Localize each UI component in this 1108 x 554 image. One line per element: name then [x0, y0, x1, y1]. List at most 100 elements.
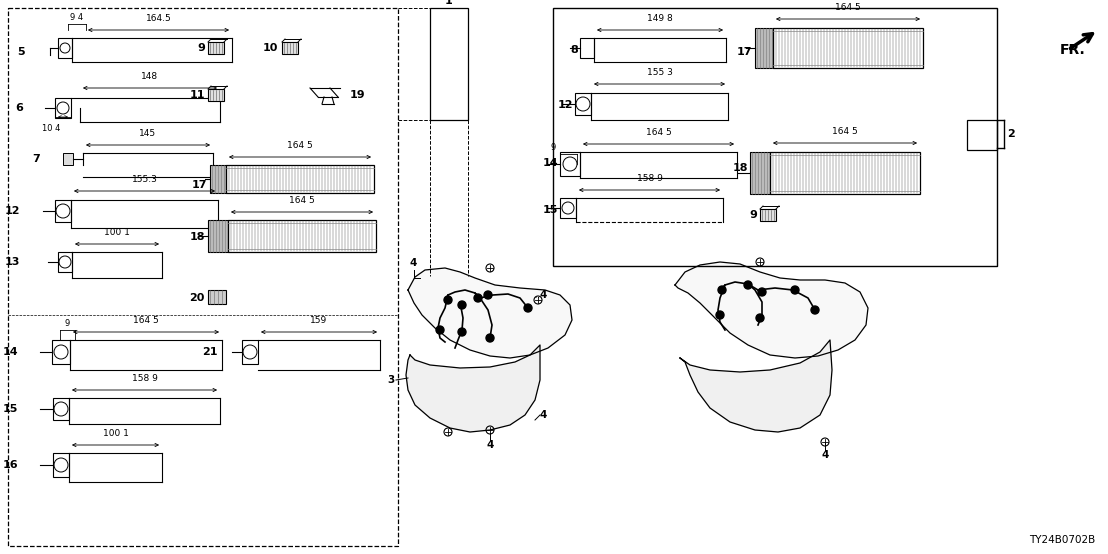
Bar — [55, 200, 71, 222]
Text: 9: 9 — [749, 210, 757, 220]
Text: 17: 17 — [192, 180, 207, 190]
Text: 2: 2 — [1007, 129, 1015, 139]
Bar — [750, 152, 770, 194]
Text: 164 5: 164 5 — [835, 3, 861, 12]
Bar — [58, 252, 72, 272]
Text: 17: 17 — [737, 47, 752, 57]
Bar — [53, 398, 69, 420]
Text: 164 5: 164 5 — [832, 127, 858, 136]
Text: 4: 4 — [486, 440, 494, 450]
Circle shape — [458, 328, 466, 336]
Bar — [211, 165, 226, 193]
Text: 9: 9 — [64, 319, 70, 328]
Text: 145: 145 — [140, 129, 156, 138]
Text: 18: 18 — [189, 232, 205, 242]
Text: TY24B0702B: TY24B0702B — [1028, 535, 1095, 545]
Bar — [967, 120, 997, 150]
Text: 159: 159 — [310, 316, 328, 325]
Polygon shape — [408, 268, 572, 358]
Text: 12: 12 — [4, 206, 20, 216]
Bar — [226, 165, 375, 193]
Text: 158 9: 158 9 — [637, 174, 663, 183]
Bar — [560, 198, 576, 218]
Bar — [208, 220, 228, 252]
Text: 149 8: 149 8 — [647, 14, 673, 23]
Bar — [55, 98, 71, 118]
Text: 1: 1 — [445, 0, 453, 6]
Bar — [773, 28, 923, 68]
Circle shape — [811, 306, 819, 314]
Text: 5: 5 — [18, 47, 25, 57]
Text: 4: 4 — [821, 450, 829, 460]
Bar — [228, 220, 376, 252]
Circle shape — [458, 301, 466, 309]
Circle shape — [484, 291, 492, 299]
Text: 7: 7 — [32, 154, 40, 164]
Bar — [575, 93, 591, 115]
Bar — [553, 8, 997, 266]
Text: 6: 6 — [16, 103, 23, 113]
Text: 155 3: 155 3 — [647, 68, 673, 77]
Text: 15: 15 — [2, 404, 18, 414]
Circle shape — [437, 326, 444, 334]
Text: 164 5: 164 5 — [287, 141, 312, 150]
Circle shape — [758, 288, 766, 296]
Text: 100 1: 100 1 — [104, 228, 130, 237]
Text: 9 4: 9 4 — [71, 13, 83, 22]
Bar — [208, 42, 224, 54]
Bar — [53, 453, 69, 477]
Bar — [58, 38, 72, 58]
Circle shape — [791, 286, 799, 294]
Polygon shape — [680, 340, 832, 432]
Circle shape — [486, 334, 494, 342]
Circle shape — [444, 296, 452, 304]
Circle shape — [743, 281, 752, 289]
Text: 4: 4 — [409, 258, 417, 268]
Text: 148: 148 — [142, 72, 158, 81]
Polygon shape — [406, 345, 540, 432]
Text: 3: 3 — [388, 375, 394, 385]
Text: 100 1: 100 1 — [103, 429, 129, 438]
Text: 155.3: 155.3 — [132, 175, 157, 184]
Text: 10: 10 — [263, 43, 278, 53]
Bar — [755, 28, 773, 68]
Text: 164.5: 164.5 — [145, 14, 172, 23]
Text: 21: 21 — [203, 347, 218, 357]
Bar — [52, 340, 70, 364]
Text: 20: 20 — [189, 293, 205, 303]
Text: 18: 18 — [732, 163, 748, 173]
Bar — [579, 38, 594, 58]
Text: 158 9: 158 9 — [132, 374, 157, 383]
Bar — [770, 152, 920, 194]
Bar — [242, 340, 258, 364]
Bar — [430, 8, 468, 120]
Circle shape — [756, 314, 765, 322]
Bar — [63, 153, 73, 165]
Text: 14: 14 — [2, 347, 18, 357]
Circle shape — [474, 294, 482, 302]
Text: 13: 13 — [4, 257, 20, 267]
Text: 12: 12 — [557, 100, 573, 110]
Text: 4: 4 — [540, 410, 547, 420]
Circle shape — [718, 286, 726, 294]
Bar — [560, 152, 579, 176]
Text: 9: 9 — [551, 143, 555, 152]
Bar — [283, 42, 298, 54]
Polygon shape — [675, 262, 868, 358]
Text: 164 5: 164 5 — [289, 196, 315, 205]
Text: 9: 9 — [197, 43, 205, 53]
Text: 4: 4 — [540, 290, 547, 300]
Bar — [208, 89, 224, 101]
Circle shape — [716, 311, 724, 319]
Text: 14: 14 — [543, 158, 558, 168]
Text: 10 4: 10 4 — [42, 124, 60, 133]
Bar — [760, 209, 776, 221]
Text: 11: 11 — [189, 90, 205, 100]
Text: 8: 8 — [571, 45, 578, 55]
Text: 19: 19 — [350, 90, 366, 100]
Text: FR.: FR. — [1060, 43, 1086, 57]
Bar — [8, 8, 398, 546]
Bar — [208, 290, 226, 304]
Circle shape — [524, 304, 532, 312]
Text: 15: 15 — [543, 205, 558, 215]
